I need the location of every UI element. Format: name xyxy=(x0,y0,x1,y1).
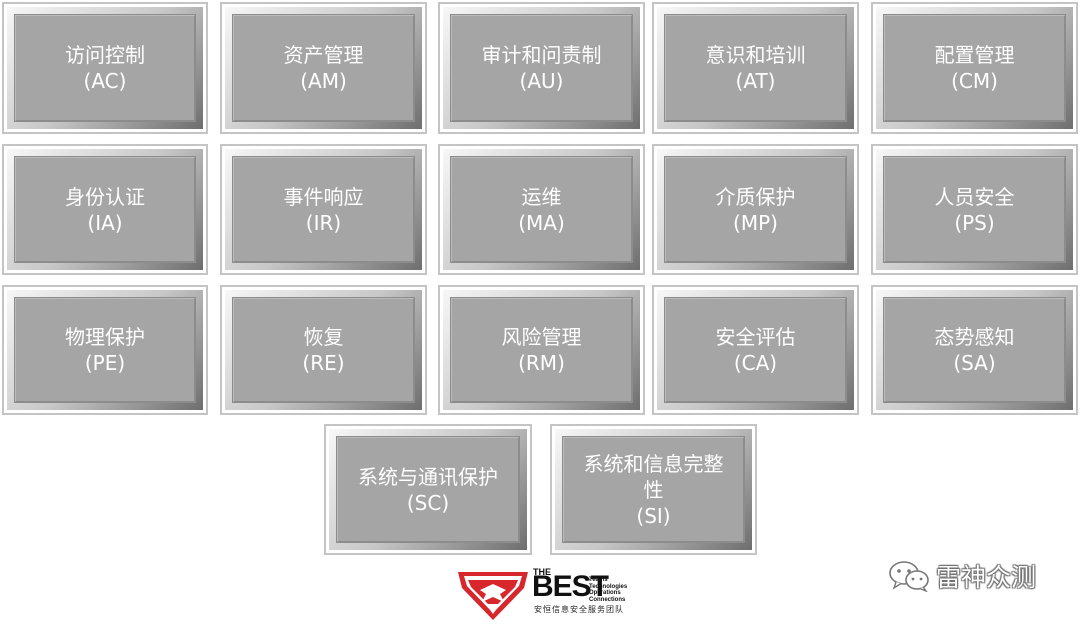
tile-abbr: (MP) xyxy=(733,210,778,235)
logo-tagline-item: Technologies xyxy=(589,583,628,590)
tile-abbr: (IA) xyxy=(87,210,123,235)
tile-mp: 介质保护 (MP) xyxy=(652,144,859,275)
wechat-icon xyxy=(889,561,929,592)
tile-pe: 物理保护 (PE) xyxy=(2,285,208,415)
tile-abbr: (RM) xyxy=(518,351,565,375)
tile-au: 审计和问责制 (AU) xyxy=(438,2,645,134)
eagle-shield-icon xyxy=(458,572,528,620)
tile-name: 系统和信息完整性 xyxy=(583,451,724,502)
wechat-watermark: 雷神众测 xyxy=(888,556,1036,596)
tile-name: 介质保护 xyxy=(715,184,796,209)
tile-abbr: (AM) xyxy=(300,69,347,93)
tile-name: 审计和问责制 xyxy=(481,43,602,67)
tile-name: 恢复 xyxy=(303,325,344,349)
tile-abbr: (SA) xyxy=(953,351,996,375)
tile-name: 事件响应 xyxy=(283,184,364,209)
tile-cm: 配置管理 (CM) xyxy=(871,2,1078,134)
logo-tagline-item: Operations xyxy=(589,590,621,596)
tile-abbr: (SC) xyxy=(406,490,450,515)
tile-sc: 系统与通讯保护 (SC) xyxy=(324,424,532,555)
tile-abbr: (AU) xyxy=(519,69,564,93)
tile-name: 态势感知 xyxy=(934,325,1015,349)
tile-abbr: (MA) xyxy=(518,210,565,235)
tile-abbr: (AT) xyxy=(735,69,776,93)
tile-abbr: (SI) xyxy=(636,503,671,528)
tile-name: 访问控制 xyxy=(65,43,145,67)
tile-rm: 风险管理 (RM) xyxy=(438,285,645,415)
tile-re: 恢复 (RE) xyxy=(220,285,427,415)
watermark-label: 雷神众测 xyxy=(936,563,1037,592)
tile-name: 身份认证 xyxy=(65,184,145,209)
tile-abbr: (CA) xyxy=(733,351,778,375)
tile-ma: 运维 (MA) xyxy=(438,144,645,275)
logo-the: THE xyxy=(533,567,551,577)
tile-si: 系统和信息完整性 (SI) xyxy=(550,424,757,555)
tile-name: 风险管理 xyxy=(501,325,582,349)
logo-tagline-item: Teams xyxy=(589,577,608,583)
tile-sa: 态势感知 (SA) xyxy=(871,285,1078,415)
logo-best: BEST xyxy=(532,570,609,603)
tile-name: 资产管理 xyxy=(283,43,364,67)
tile-ac: 访问控制 (AC) xyxy=(2,2,208,134)
tile-name: 物理保护 xyxy=(65,325,145,349)
tile-ca: 安全评估 (CA) xyxy=(652,285,859,415)
tile-name: 配置管理 xyxy=(934,43,1015,67)
tile-at: 意识和培训 (AT) xyxy=(652,2,859,134)
tile-abbr: (IR) xyxy=(305,210,342,235)
tile-name: 运维 xyxy=(521,184,562,209)
tile-ps: 人员安全 (PS) xyxy=(871,144,1078,275)
tile-name: 安全评估 xyxy=(715,325,796,349)
tile-am: 资产管理 (AM) xyxy=(220,2,427,134)
tile-abbr: (RE) xyxy=(302,351,345,375)
tile-abbr: (CM) xyxy=(951,69,998,93)
tile-abbr: (PE) xyxy=(84,351,126,375)
tile-ia: 身份认证 (IA) xyxy=(2,144,208,275)
logo-chinese-name: 安恒信息安全服务团队 xyxy=(534,605,624,614)
tile-name: 系统与通讯保护 xyxy=(358,464,498,489)
tile-abbr: (AC) xyxy=(83,69,127,93)
tile-name: 意识和培训 xyxy=(705,43,806,67)
tile-abbr: (PS) xyxy=(954,210,995,235)
tile-ir: 事件响应 (IR) xyxy=(220,144,427,275)
the-best-logo: THE BEST Teams Technologies Operations C… xyxy=(456,564,636,622)
logo-tagline-item: Connections xyxy=(589,596,626,603)
logo-tagline: Teams Technologies Operations Connection… xyxy=(589,577,627,603)
tile-name: 人员安全 xyxy=(934,184,1015,209)
